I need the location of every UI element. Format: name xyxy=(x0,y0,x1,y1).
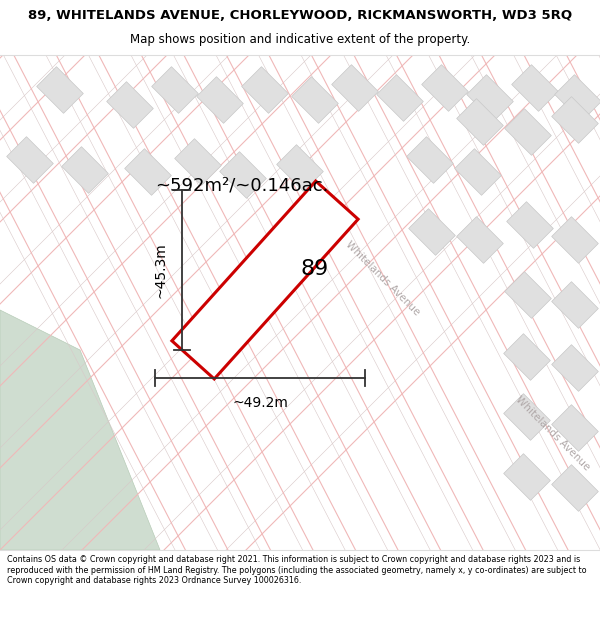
Polygon shape xyxy=(505,109,551,156)
Polygon shape xyxy=(554,74,600,121)
Polygon shape xyxy=(172,181,358,379)
Polygon shape xyxy=(220,152,266,198)
Polygon shape xyxy=(457,99,503,146)
Text: Whitelands Avenue: Whitelands Avenue xyxy=(514,394,592,472)
Polygon shape xyxy=(551,344,598,391)
Text: 89: 89 xyxy=(300,259,328,279)
Polygon shape xyxy=(503,454,550,501)
Polygon shape xyxy=(455,149,502,196)
Text: ~49.2m: ~49.2m xyxy=(232,396,288,410)
Text: Whitelands Avenue: Whitelands Avenue xyxy=(344,239,422,318)
Text: ~592m²/~0.146ac.: ~592m²/~0.146ac. xyxy=(155,176,328,194)
Polygon shape xyxy=(551,282,598,328)
Polygon shape xyxy=(551,97,598,143)
Polygon shape xyxy=(551,464,598,511)
Polygon shape xyxy=(292,77,338,123)
Polygon shape xyxy=(175,139,221,186)
Polygon shape xyxy=(467,74,514,121)
Polygon shape xyxy=(512,64,559,111)
Polygon shape xyxy=(505,272,551,318)
Polygon shape xyxy=(125,149,172,196)
Polygon shape xyxy=(503,334,550,381)
Polygon shape xyxy=(0,310,160,550)
Polygon shape xyxy=(107,82,154,128)
Polygon shape xyxy=(503,394,550,441)
Polygon shape xyxy=(7,137,53,183)
Polygon shape xyxy=(37,67,83,113)
Polygon shape xyxy=(551,404,598,451)
Text: ~45.3m: ~45.3m xyxy=(154,242,168,298)
Polygon shape xyxy=(377,74,424,121)
Polygon shape xyxy=(407,137,454,183)
Polygon shape xyxy=(332,64,379,111)
Text: Contains OS data © Crown copyright and database right 2021. This information is : Contains OS data © Crown copyright and d… xyxy=(7,555,587,585)
Text: 89, WHITELANDS AVENUE, CHORLEYWOOD, RICKMANSWORTH, WD3 5RQ: 89, WHITELANDS AVENUE, CHORLEYWOOD, RICK… xyxy=(28,9,572,22)
Polygon shape xyxy=(457,217,503,263)
Polygon shape xyxy=(152,67,199,113)
Polygon shape xyxy=(277,144,323,191)
Polygon shape xyxy=(197,77,244,123)
Polygon shape xyxy=(506,202,553,248)
Polygon shape xyxy=(242,67,289,113)
Polygon shape xyxy=(551,217,598,263)
Polygon shape xyxy=(422,64,469,111)
Text: Map shows position and indicative extent of the property.: Map shows position and indicative extent… xyxy=(130,33,470,46)
Polygon shape xyxy=(409,209,455,256)
Polygon shape xyxy=(62,147,109,193)
